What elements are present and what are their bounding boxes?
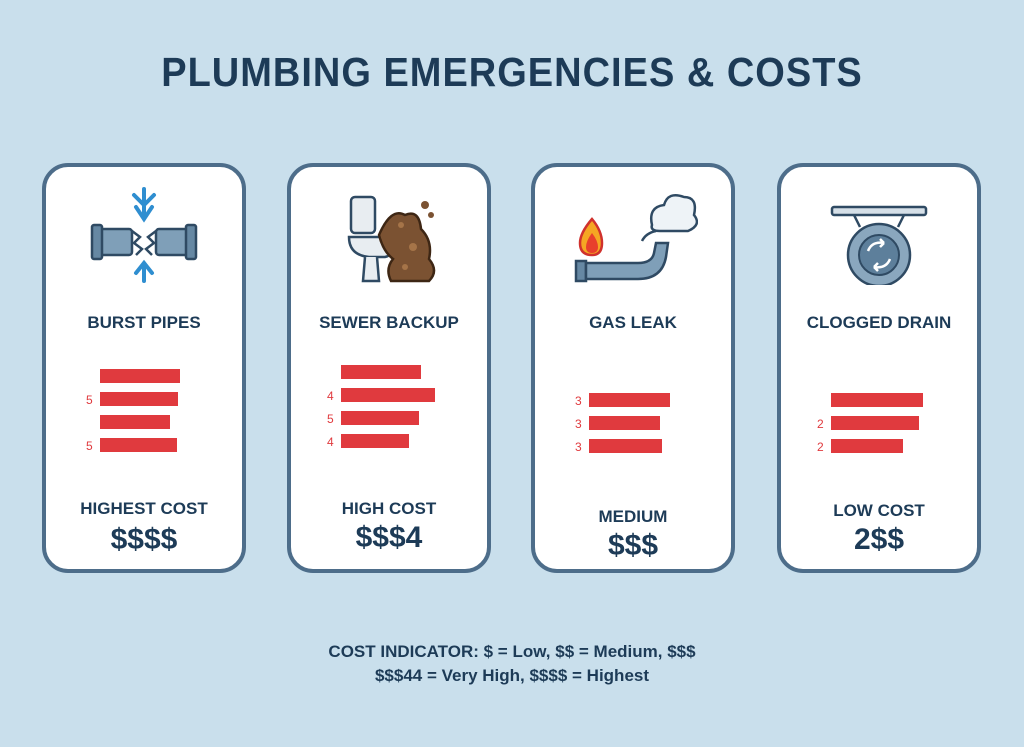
card-gas-leak: GAS LEAK 3 3 3 MEDIUM $$$: [531, 163, 735, 573]
cost-bar: [589, 393, 670, 407]
cost-bar: [100, 438, 177, 452]
cost-label: HIGH COST: [341, 499, 437, 518]
cost-symbol: 2$$: [853, 523, 905, 556]
bar-value-label: 2: [817, 440, 824, 454]
cost-symbol: $$$: [607, 529, 659, 562]
cost-bar: [341, 411, 419, 425]
bar-value-label: 5: [86, 393, 93, 407]
bar-value-label: 3: [575, 394, 582, 408]
cost-indicator-legend-line-2: $$$44 = Very High, $$$$ = Highest: [374, 666, 650, 685]
bar-group: 4 5 4: [327, 365, 435, 449]
cost-bar: [831, 439, 903, 453]
bar-group: 55: [86, 369, 180, 453]
cost-bar: [341, 434, 409, 448]
bar-group: 3 3 3: [575, 393, 670, 454]
page-title: PLUMBING EMERGENCIES & COSTS: [161, 50, 863, 96]
burst-pipe-icon: [46, 185, 242, 295]
cost-label: LOW COST: [833, 501, 925, 520]
cost-label: MEDIUM: [598, 507, 668, 526]
bar-value-label: 3: [575, 417, 582, 431]
cost-label: HIGHEST COST: [80, 499, 208, 518]
bar-group: 22: [817, 393, 923, 454]
cost-symbol: $$$4: [355, 521, 423, 554]
cost-bar: [100, 392, 178, 406]
bar-value-label: 4: [327, 435, 334, 449]
cost-indicator-legend-line-1: COST INDICATOR: $ = Low, $$ = Medium, $$…: [328, 642, 696, 661]
cost-bar: [589, 439, 662, 453]
card-title: CLOGGED DRAIN: [806, 313, 952, 332]
bar-value-label: 5: [86, 439, 93, 453]
bar-value-label: 3: [575, 440, 582, 454]
card-title: BURST PIPES: [87, 313, 201, 332]
card-sewer-backup: SEWER BACKUP 4 5 4 HIGH COST $$$4: [287, 163, 491, 573]
card-title: GAS LEAK: [589, 313, 677, 332]
toilet-sewage-icon: [291, 185, 487, 295]
cost-bar: [341, 388, 435, 402]
gas-leak-pipe-icon: [535, 185, 731, 295]
cost-bar: [831, 393, 923, 407]
cost-bar: [589, 416, 660, 430]
bar-value-label: 2: [817, 417, 824, 431]
cost-symbol: $$$$: [110, 523, 178, 556]
bar-value-label: 5: [327, 412, 334, 426]
cost-bar: [100, 369, 180, 383]
card-title: SEWER BACKUP: [319, 313, 459, 332]
bar-value-label: 4: [327, 389, 334, 403]
cost-bar: [341, 365, 421, 379]
cost-bar: [831, 416, 919, 430]
clogged-drain-icon: [781, 185, 977, 295]
cost-bar: [100, 415, 170, 429]
